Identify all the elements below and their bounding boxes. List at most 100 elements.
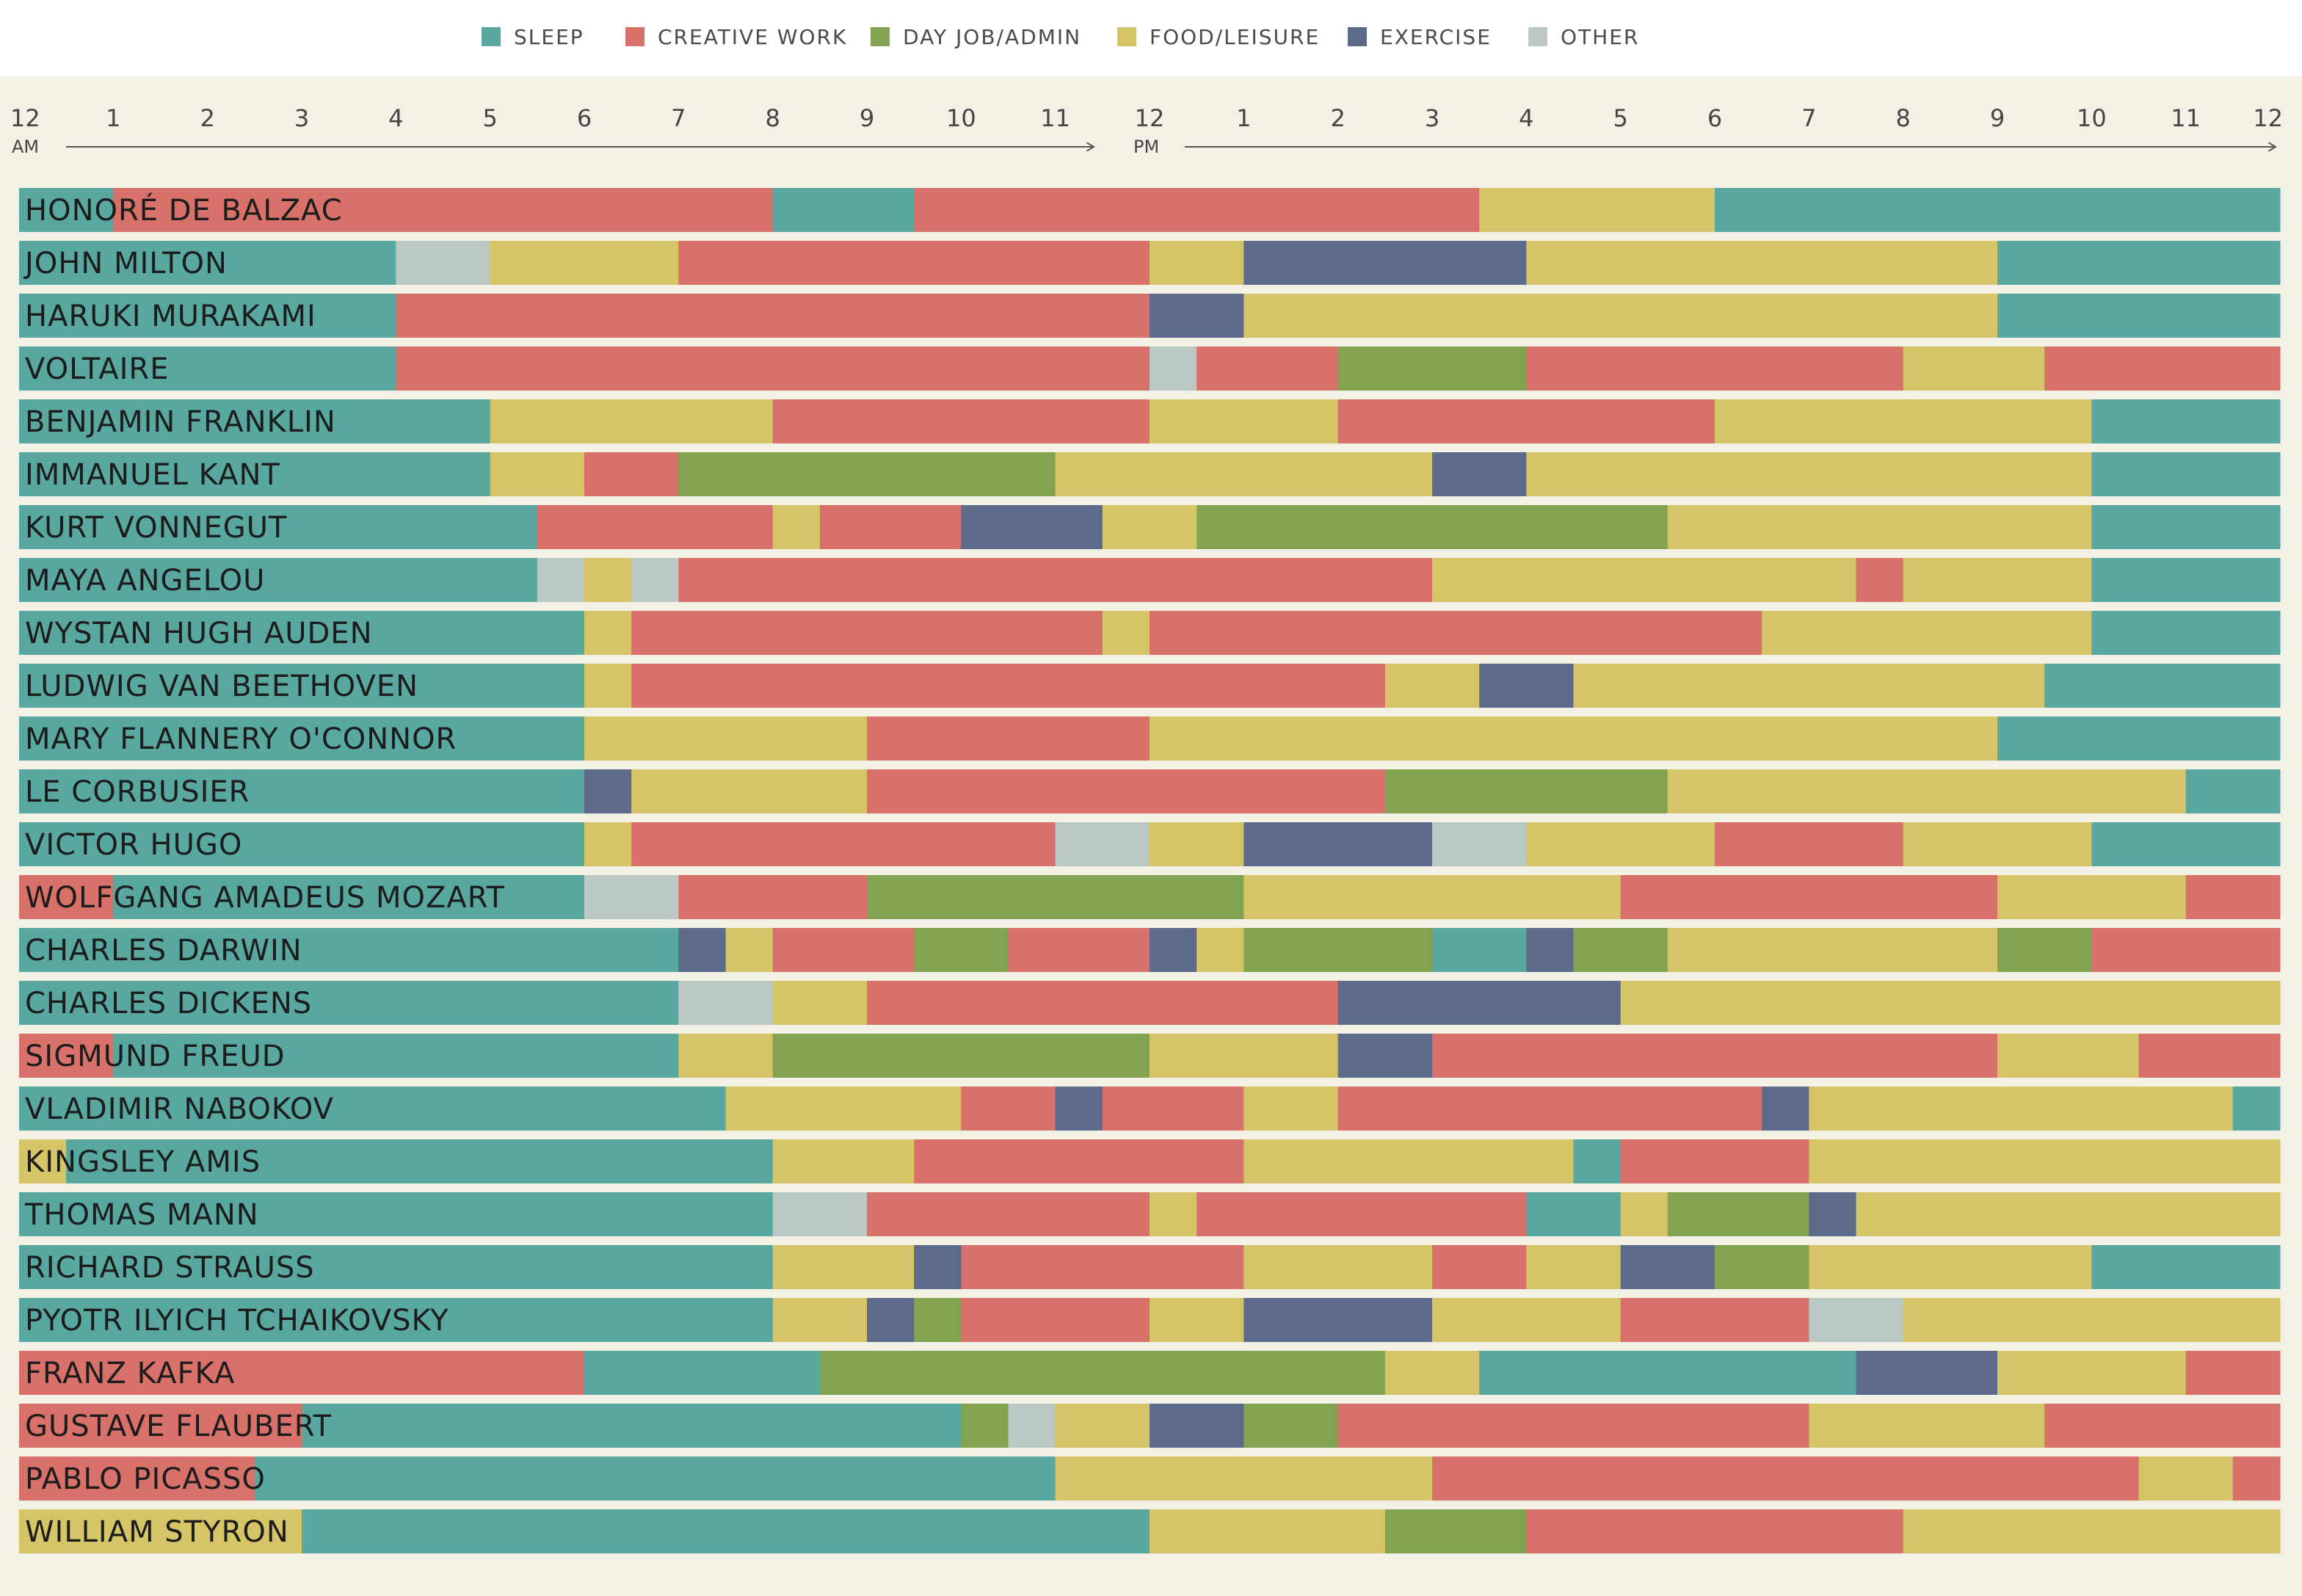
segment-food xyxy=(1526,1245,1622,1289)
segment-food xyxy=(1667,505,2092,549)
legend-item-sleep: SLEEP xyxy=(482,22,584,51)
segment-sleep xyxy=(19,1245,774,1289)
segment-food xyxy=(1055,1457,1433,1501)
segment-sleep xyxy=(2091,558,2281,602)
segment-creative xyxy=(2138,1034,2281,1078)
segment-food xyxy=(1432,1298,1622,1342)
segment-food xyxy=(1150,1192,1197,1236)
segment-food xyxy=(725,928,774,972)
segment-other xyxy=(772,1192,868,1236)
segment-sleep xyxy=(19,399,491,443)
segment-creative xyxy=(819,505,962,549)
segment-dayjob xyxy=(1197,505,1669,549)
segment-creative xyxy=(19,1351,585,1395)
segment-exercise xyxy=(961,505,1103,549)
legend-label: OTHER xyxy=(1561,24,1640,49)
legend-label: CREATIVE WORK xyxy=(658,24,848,49)
segment-creative xyxy=(867,1192,1150,1236)
segment-food xyxy=(1620,981,2281,1025)
x-tick-label: 12 xyxy=(2253,104,2283,132)
segment-food xyxy=(1903,558,2092,602)
x-tick-label: 9 xyxy=(860,104,874,132)
segment-food xyxy=(1809,1139,2281,1183)
legend-swatch xyxy=(482,27,501,46)
x-tick-label: 4 xyxy=(1519,104,1533,132)
segment-food xyxy=(1432,558,1856,602)
segment-creative xyxy=(19,875,114,919)
segment-creative xyxy=(678,875,868,919)
segment-food xyxy=(584,717,868,761)
row-label: WOLFGANG AMADEUS MOZART xyxy=(25,881,505,915)
segment-exercise xyxy=(1055,1087,1103,1131)
segment-other xyxy=(1809,1298,1904,1342)
row-label: MARY FLANNERY O'CONNOR xyxy=(25,722,457,756)
segment-creative xyxy=(631,822,1056,866)
segment-food xyxy=(1903,1509,2281,1553)
segment-sleep xyxy=(1573,1139,1622,1183)
segment-creative xyxy=(678,558,1433,602)
segment-dayjob xyxy=(867,875,1244,919)
segment-creative xyxy=(2185,1351,2281,1395)
row-label: FRANZ KAFKA xyxy=(25,1357,235,1390)
segment-creative xyxy=(1432,1245,1527,1289)
segment-other xyxy=(1055,822,1150,866)
segment-food xyxy=(1667,928,1998,972)
segment-food xyxy=(1526,241,1998,285)
segment-creative xyxy=(19,1034,114,1078)
segment-creative xyxy=(1526,347,1904,391)
segment-sleep xyxy=(1479,1351,1856,1395)
segment-dayjob xyxy=(1715,1245,1809,1289)
segment-creative xyxy=(961,1298,1150,1342)
legend-swatch xyxy=(625,27,645,46)
segment-food xyxy=(1055,1404,1150,1448)
x-tick-label: 11 xyxy=(1040,104,1070,132)
segment-sleep xyxy=(2091,505,2281,549)
x-tick-label: 3 xyxy=(294,104,309,132)
legend-item-dayjob: DAY JOB/ADMIN xyxy=(871,22,1081,51)
segment-food xyxy=(772,505,821,549)
segment-sleep xyxy=(19,822,585,866)
segment-creative xyxy=(1620,1298,1809,1342)
segment-sleep xyxy=(2091,399,2281,443)
legend-swatch xyxy=(1528,27,1547,46)
segment-other xyxy=(1432,822,1527,866)
row-label: IMMANUEL KANT xyxy=(25,458,280,492)
x-tick-label: 3 xyxy=(1425,104,1439,132)
row-label: LE CORBUSIER xyxy=(25,775,250,809)
segment-sleep xyxy=(302,1404,962,1448)
segment-sleep xyxy=(19,505,538,549)
segment-food xyxy=(584,664,632,708)
segment-sleep xyxy=(1715,188,2281,232)
segment-sleep xyxy=(19,1298,774,1342)
segment-food xyxy=(772,1298,868,1342)
segment-sleep xyxy=(1997,717,2281,761)
segment-exercise xyxy=(914,1245,962,1289)
segment-creative xyxy=(1008,928,1150,972)
segment-exercise xyxy=(1243,822,1433,866)
segment-exercise xyxy=(1620,1245,1715,1289)
row-label: HONORÉ DE BALZAC xyxy=(25,192,343,228)
segment-sleep xyxy=(19,558,538,602)
segment-food xyxy=(1243,1245,1433,1289)
segment-creative xyxy=(1526,1509,1904,1553)
segment-sleep xyxy=(19,347,396,391)
row-label: VLADIMIR NABOKOV xyxy=(25,1092,334,1126)
x-tick-label: 8 xyxy=(1895,104,1910,132)
segment-food xyxy=(1903,1298,2281,1342)
row-label: WYSTAN HUGH AUDEN xyxy=(25,617,372,650)
row-label: RICHARD STRAUSS xyxy=(25,1251,315,1285)
segment-food xyxy=(490,399,774,443)
segment-food xyxy=(584,611,632,655)
segment-sleep xyxy=(772,188,915,232)
segment-creative xyxy=(1337,1404,1809,1448)
legend-item-food: FOOD/LEISURE xyxy=(1117,22,1320,51)
segment-dayjob xyxy=(914,1298,962,1342)
x-tick-label: 2 xyxy=(200,104,214,132)
x-tick-label: 4 xyxy=(388,104,403,132)
legend-label: EXERCISE xyxy=(1380,24,1492,49)
row-label: WILLIAM STYRON xyxy=(25,1515,289,1549)
segment-sleep xyxy=(19,928,679,972)
row-label: VOLTAIRE xyxy=(25,352,169,386)
legend-label: FOOD/LEISURE xyxy=(1150,24,1321,49)
segment-food xyxy=(772,1139,915,1183)
